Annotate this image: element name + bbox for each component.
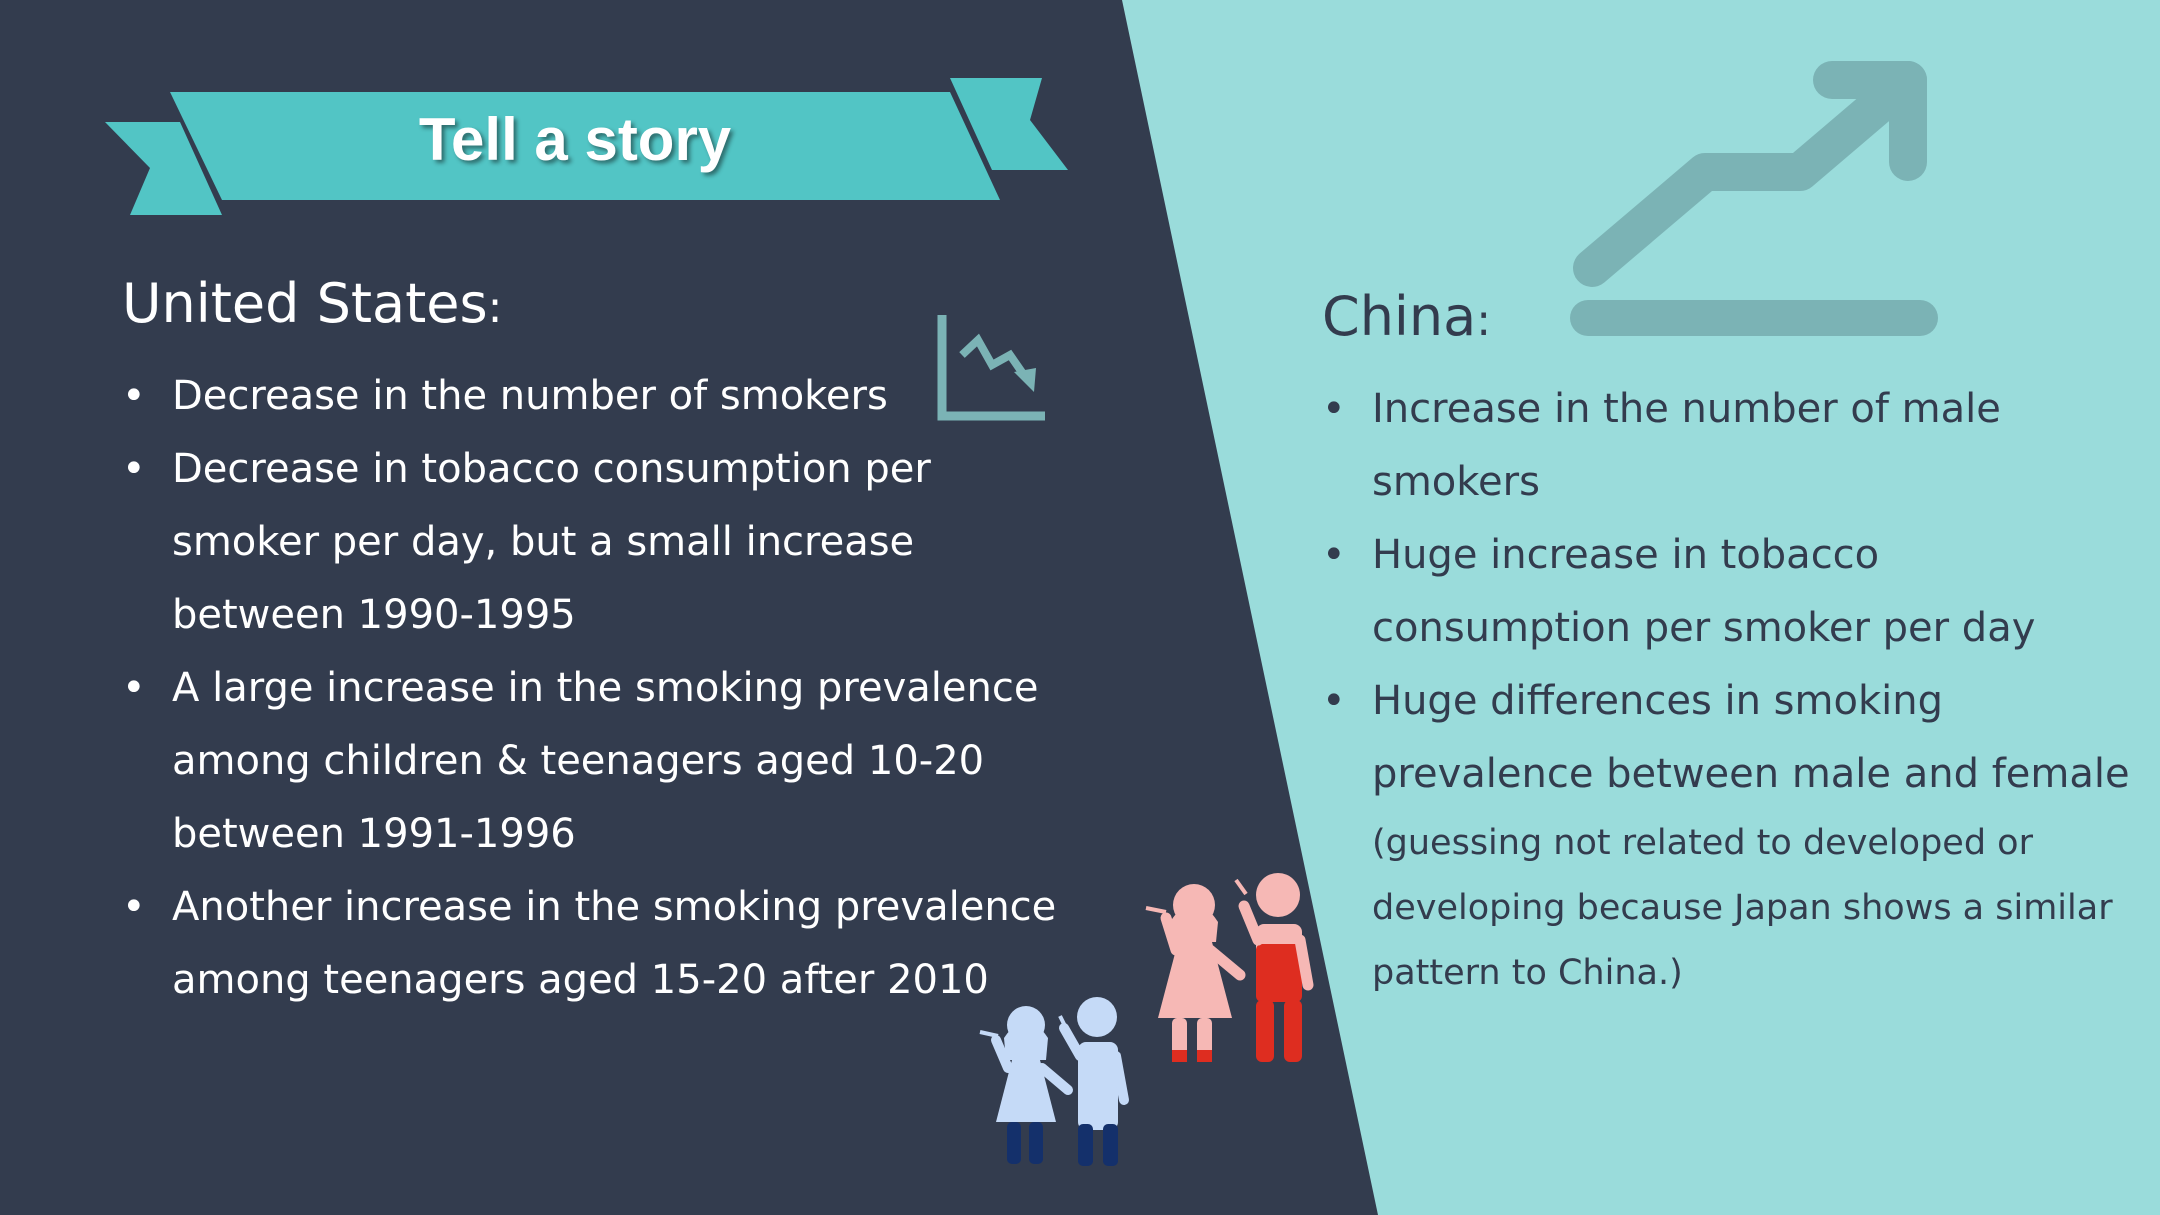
girl-figure-pink xyxy=(1145,884,1246,1062)
china-bullet-3: Huge differences in smoking prevalence b… xyxy=(1322,665,2142,1006)
slide-title: Tell a story xyxy=(418,106,732,173)
boy-figure-red xyxy=(1234,873,1314,1062)
china-bullet-list: Increase in the number of male smokers H… xyxy=(1322,373,2142,1006)
ribbon-right-tail xyxy=(950,78,1068,170)
china-heading-text: China xyxy=(1322,285,1477,348)
us-bullet-4: Another increase in the smoking prevalen… xyxy=(122,871,1082,1017)
us-bullet-1: Decrease in the number of smokers xyxy=(122,360,1082,433)
title-ribbon xyxy=(105,78,1068,215)
china-heading: China: xyxy=(1322,285,1491,348)
china-note: (guessing not related to developed or de… xyxy=(1372,823,2113,993)
china-bullet-2: Huge increase in tobacco consumption per… xyxy=(1322,519,2142,665)
us-heading-colon: : xyxy=(487,282,503,333)
boy-figure-light xyxy=(1058,997,1129,1166)
us-bullet-3: A large increase in the smoking prevalen… xyxy=(122,652,1082,871)
us-bullet-2: Decrease in tobacco consumption per smok… xyxy=(122,433,1082,652)
us-heading: United States: xyxy=(122,272,503,335)
ribbon-body xyxy=(170,92,1000,200)
china-heading-colon: : xyxy=(1476,295,1492,346)
rising-arrow-icon xyxy=(1570,61,1938,336)
ribbon-left-tail xyxy=(105,122,222,215)
china-bullet-3-text: Huge differences in smoking prevalence b… xyxy=(1372,678,2130,797)
us-bullet-list: Decrease in the number of smokers Decrea… xyxy=(122,360,1082,1017)
us-heading-text: United States xyxy=(122,272,488,335)
china-bullet-1: Increase in the number of male smokers xyxy=(1322,373,2142,519)
